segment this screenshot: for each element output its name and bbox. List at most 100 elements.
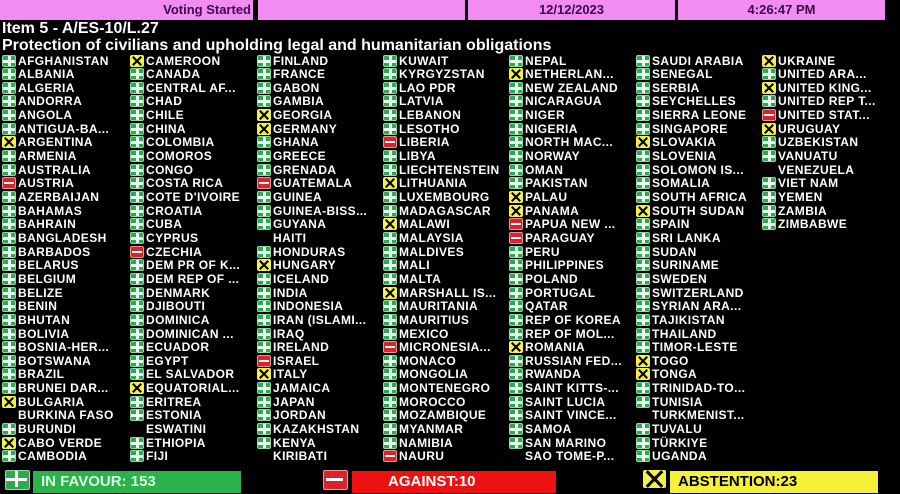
country-row: NETHERLAN... [509,67,614,81]
country-name: MONACO [399,353,457,368]
plus-icon [257,436,271,449]
country-row: CAMEROON [130,53,221,68]
country-name: UZBEKISTAN [778,135,859,150]
country-row: BHUTAN [2,313,70,327]
country-row: MADAGASCAR [383,204,491,218]
plus-icon [130,204,144,217]
plus-icon [257,163,271,176]
plus-icon [2,81,16,94]
country-name: CANADA [146,67,201,82]
country-row: CONGO [130,163,193,177]
country-row: MAURITIUS [383,313,469,327]
country-row: GEORGIA [257,108,332,122]
plus-icon [2,382,16,395]
plus-icon [257,382,271,395]
country-name: AUSTRALIA [18,162,91,177]
country-name: SOLOMON IS... [652,162,744,177]
country-name: GRENADA [273,162,337,177]
country-row: TURKMENIST... [636,408,745,423]
country-row: UNITED KING... [762,81,872,95]
country-name: ITALY [273,367,308,382]
plus-icon [509,81,523,94]
country-row: COSTA RICA [130,176,223,190]
country-name: IRELAND [273,340,330,355]
plus-icon [509,436,523,449]
country-row: MALAWI [383,217,450,231]
plus-icon [509,327,523,340]
country-name: TUVALU [652,422,703,437]
country-row: FINLAND [257,54,328,68]
plus-icon [130,163,144,176]
x-icon [636,368,650,381]
country-row: SIERRA LEONE [636,108,747,123]
country-row: BRAZIL [2,367,64,381]
country-name: CAMEROON [146,53,221,68]
country-row: ISRAEL [257,354,319,368]
country-row: UNITED STAT... [762,108,870,122]
country-row: UNITED REP T... [762,94,876,108]
country-row: MYANMAR [383,422,463,436]
country-row: ARGENTINA [2,135,93,149]
country-name: DEM REP OF ... [146,271,240,286]
country-name: NORWAY [525,149,581,164]
country-row: IRAQ [257,327,305,341]
country-row: CHINA [130,121,186,136]
country-name: IRAN (ISLAMI... [273,312,367,327]
country-name: HUNGARY [273,258,337,273]
plus-icon [383,109,397,122]
country-name: BENIN [18,299,58,314]
country-row: CHAD [130,94,182,108]
country-row: IRELAND [257,340,330,355]
plus-icon [509,95,523,108]
country-row: GREECE [257,149,326,163]
country-row: LIBYA [383,149,436,163]
plus-icon [636,68,650,81]
country-row: SLOVENIA [636,149,717,163]
country-row: NAMIBIA [383,436,453,450]
country-name: BURKINA FASO [18,408,114,423]
country-name: SERBIA [652,80,700,95]
country-row: ALGERIA [2,81,75,95]
country-name: TURKMENIST... [652,408,745,423]
country-row: DOMINICAN ... [130,327,234,341]
plus-icon [130,109,144,122]
country-name: SIERRA LEONE [652,108,747,123]
country-name: ICELAND [273,271,330,286]
x-icon [130,54,144,67]
plus-icon [2,218,16,231]
country-row: DEM REP OF ... [130,271,240,286]
plus-icon [2,300,16,313]
plus-icon [5,470,30,490]
plus-icon [130,177,144,190]
plus-icon [2,313,16,326]
country-row: BURUNDI [2,422,76,436]
plus-icon [636,300,650,313]
country-row: BURKINA FASO [2,408,114,423]
plus-icon [636,259,650,272]
plus-icon [636,54,650,67]
minus-icon [383,136,397,149]
country-row: PAKISTAN [509,176,588,190]
country-name: NEPAL [525,53,567,68]
vote-date: 12/12/2023 [468,0,677,20]
country-row: AFGHANISTAN [2,54,109,68]
country-name: VENEZUELA [778,162,855,177]
country-name: LIECHTENSTEIN [399,162,500,177]
country-name: PERU [525,244,560,259]
country-row: AZERBAIJAN [2,190,99,204]
country-row: SINGAPORE [636,122,728,136]
country-name: FIJI [146,449,169,464]
country-name: CHINA [146,121,186,136]
country-row: MICRONESIA... [383,340,491,354]
country-name: TONGA [652,367,698,382]
country-name: GAMBIA [273,94,325,109]
minus-icon [130,245,144,258]
country-name: MALDIVES [399,244,465,259]
country-row: NORWAY [509,149,581,164]
plus-icon [257,136,271,149]
country-row: ICELAND [257,271,330,286]
country-row: CZECHIA [130,245,202,259]
country-row: KIRIBATI [257,449,327,463]
plus-icon [762,191,776,203]
country-name: UGANDA [652,449,708,464]
